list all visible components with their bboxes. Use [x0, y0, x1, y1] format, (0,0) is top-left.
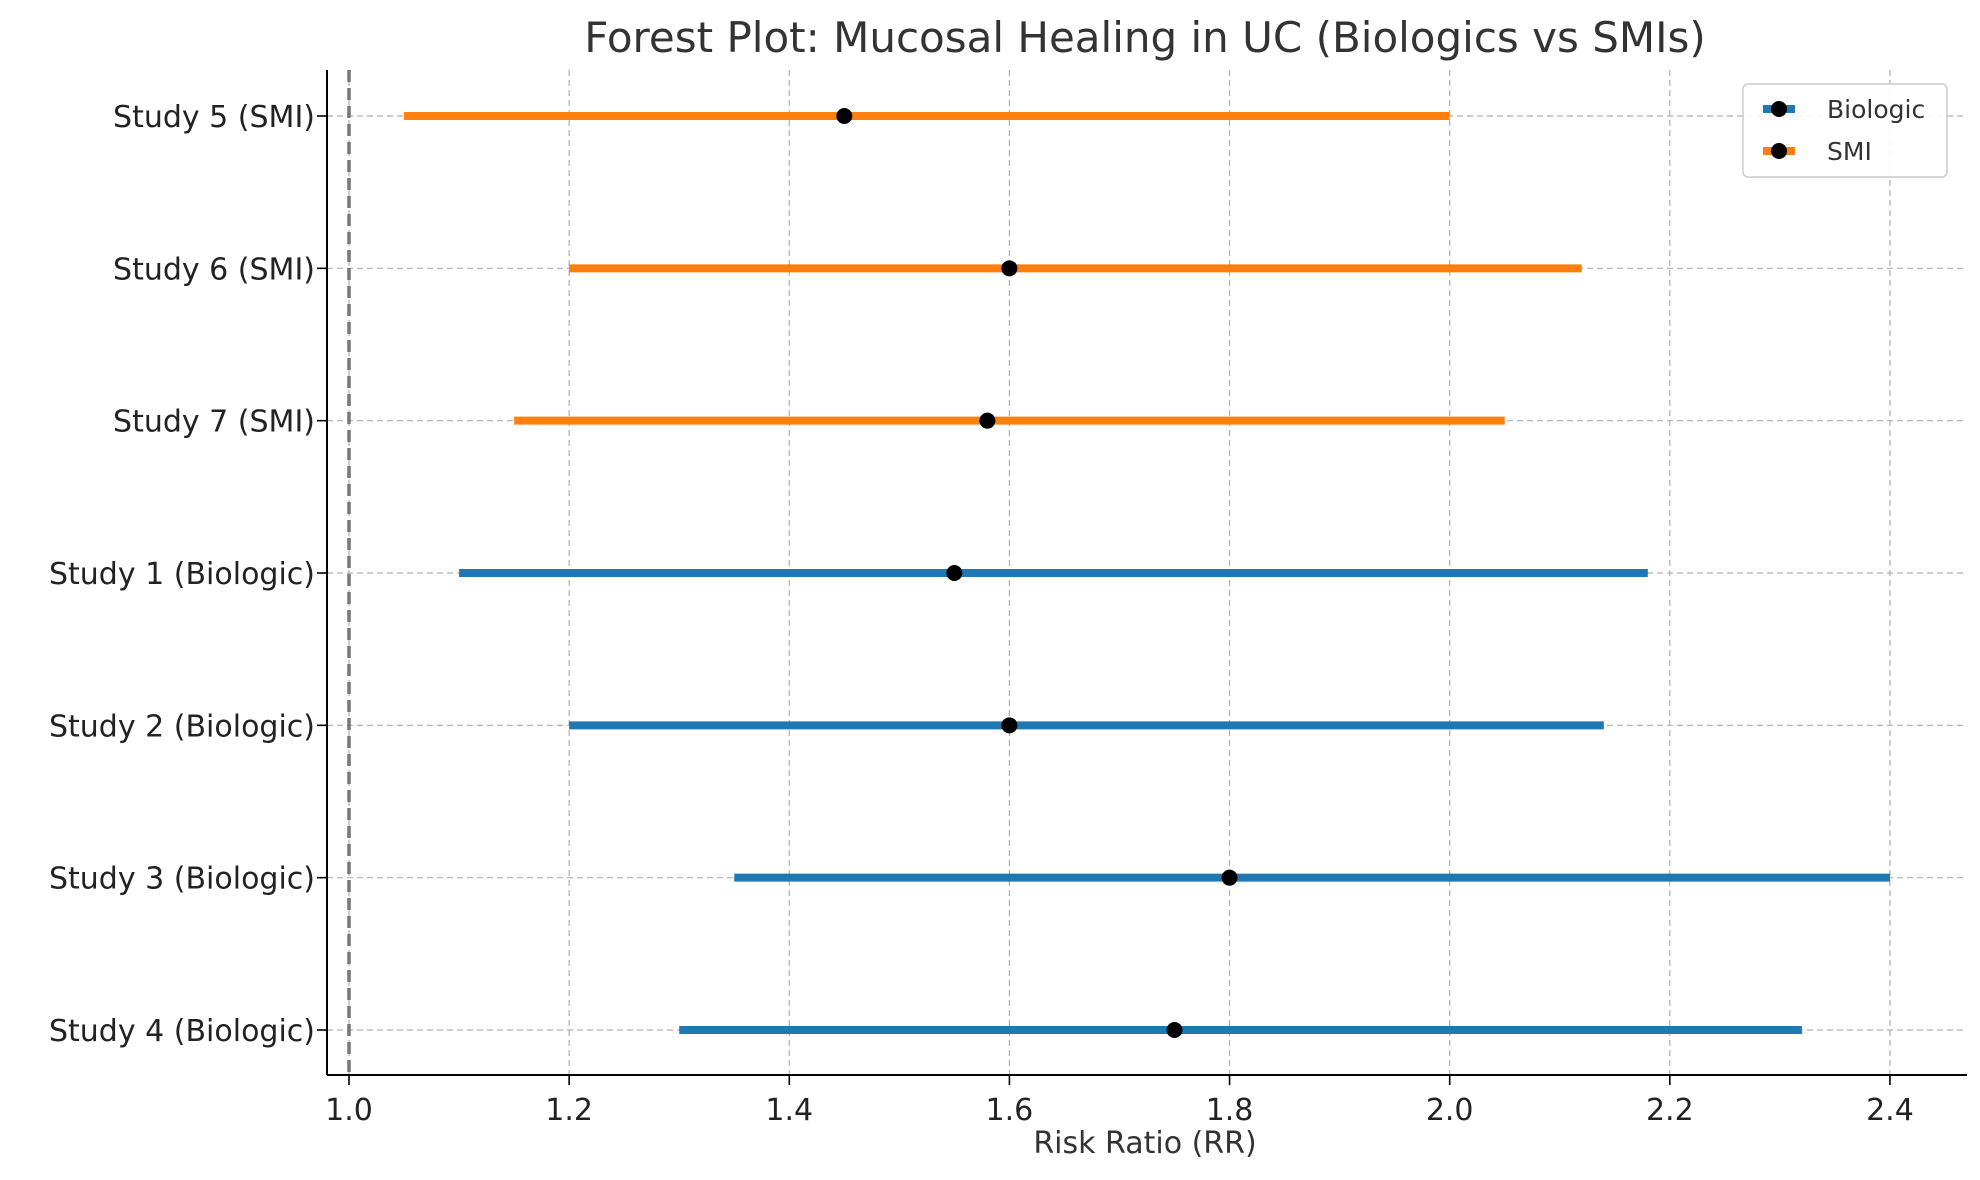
- study-label: Study 2 (Biologic): [49, 709, 315, 744]
- study-label: Study 7 (SMI): [113, 405, 315, 440]
- point-estimate: [1001, 260, 1018, 277]
- x-tick-label: 1.6: [986, 1093, 1034, 1128]
- study-label: Study 5 (SMI): [113, 100, 315, 135]
- y-axis-ticks: Study 5 (SMI) Study 6 (SMI) Study 7 (SMI) S…: [49, 100, 327, 1049]
- study-label: Study 3 (Biologic): [49, 862, 315, 897]
- point-estimate: [1166, 1022, 1183, 1038]
- x-tick-label: 1.2: [545, 1093, 593, 1128]
- point-estimate: [1221, 869, 1238, 886]
- x-tick-label: 2.2: [1646, 1093, 1694, 1128]
- x-tick-label: 2.0: [1426, 1093, 1474, 1128]
- study-label: Study 4 (Biologic): [49, 1014, 315, 1049]
- legend: Biologic SMI: [1742, 83, 1948, 178]
- legend-marker: [1771, 101, 1787, 117]
- x-axis-ticks: 1.0 1.2 1.4 1.6 1.8 2.0 2.2 2.4: [325, 1075, 1914, 1128]
- x-tick-label: 1.0: [325, 1093, 373, 1128]
- confidence-intervals: [404, 112, 1890, 1034]
- x-tick-label: 1.4: [765, 1093, 813, 1128]
- chart-title: Forest Plot: Mucosal Healing in UC (Biol…: [584, 13, 1706, 62]
- x-tick-label: 2.4: [1866, 1093, 1914, 1128]
- point-estimate: [946, 565, 963, 581]
- x-axis-label: Risk Ratio (RR): [1033, 1126, 1256, 1161]
- study-label: Study 6 (SMI): [113, 252, 315, 287]
- point-estimate: [979, 412, 996, 429]
- study-label: Study 1 (Biologic): [49, 557, 315, 592]
- point-estimate: [836, 108, 853, 124]
- x-tick-label: 1.8: [1206, 1093, 1254, 1128]
- legend-label: SMI: [1827, 137, 1872, 166]
- legend-marker: [1771, 143, 1787, 159]
- point-estimate: [1001, 717, 1018, 734]
- legend-label: Biologic: [1827, 95, 1925, 124]
- point-estimates: [836, 108, 1238, 1038]
